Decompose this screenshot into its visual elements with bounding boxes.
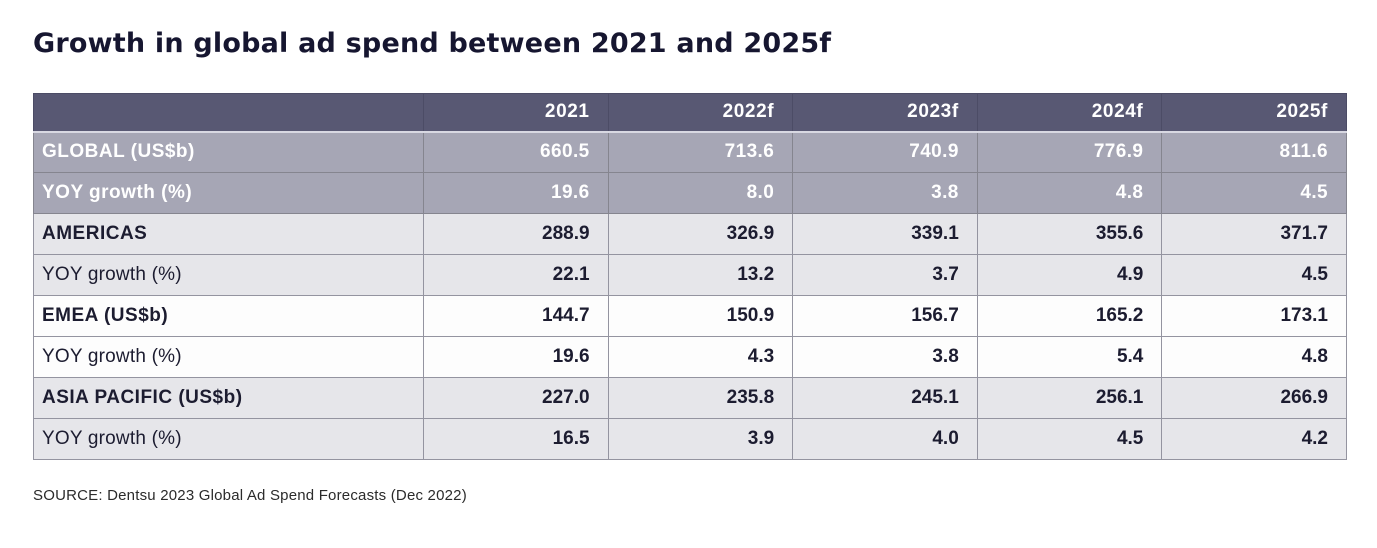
value-cell: 3.9: [607, 418, 794, 460]
value-cell: 4.2: [1161, 418, 1347, 460]
value-cell: 4.0: [792, 418, 978, 460]
value-cell: 4.3: [607, 336, 794, 378]
value-cell: 173.1: [1161, 295, 1347, 337]
value-cell: 339.1: [792, 213, 978, 255]
value-cell: 8.0: [607, 172, 794, 214]
table-row-emea-yoy: YOY growth (%) 19.6 4.3 3.8 5.4 4.8: [33, 336, 1347, 378]
value-cell: 245.1: [792, 377, 978, 419]
source-note: SOURCE: Dentsu 2023 Global Ad Spend Fore…: [33, 487, 467, 504]
row-label: GLOBAL (US$b): [33, 131, 424, 173]
value-cell: 16.5: [423, 418, 609, 460]
value-cell: 4.5: [1161, 172, 1347, 214]
value-cell: 150.9: [607, 295, 794, 337]
value-cell: 3.7: [792, 254, 978, 296]
value-cell: 165.2: [976, 295, 1163, 337]
value-cell: 266.9: [1161, 377, 1347, 419]
table-row-asia-pacific: ASIA PACIFIC (US$b) 227.0 235.8 245.1 25…: [33, 377, 1347, 419]
value-cell: 4.8: [1161, 336, 1347, 378]
value-cell: 4.8: [976, 172, 1163, 214]
value-cell: 144.7: [423, 295, 609, 337]
value-cell: 4.9: [976, 254, 1163, 296]
value-cell: 4.5: [976, 418, 1163, 460]
value-cell: 156.7: [792, 295, 978, 337]
value-cell: 355.6: [976, 213, 1163, 255]
value-cell: 371.7: [1161, 213, 1347, 255]
column-header-blank: [33, 93, 424, 133]
value-cell: 227.0: [423, 377, 609, 419]
row-label: YOY growth (%): [33, 254, 424, 296]
value-cell: 660.5: [423, 131, 609, 173]
table-row-emea: EMEA (US$b) 144.7 150.9 156.7 165.2 173.…: [33, 295, 1347, 337]
value-cell: 288.9: [423, 213, 609, 255]
table-row-global: GLOBAL (US$b) 660.5 713.6 740.9 776.9 81…: [33, 131, 1347, 173]
row-label: AMERICAS: [33, 213, 424, 255]
value-cell: 740.9: [792, 131, 978, 173]
row-label: EMEA (US$b): [33, 295, 424, 337]
table-row-americas: AMERICAS 288.9 326.9 339.1 355.6 371.7: [33, 213, 1347, 255]
value-cell: 19.6: [423, 172, 609, 214]
value-cell: 22.1: [423, 254, 609, 296]
value-cell: 5.4: [976, 336, 1163, 378]
value-cell: 713.6: [607, 131, 794, 173]
value-cell: 13.2: [607, 254, 794, 296]
table-header-row: 2021 2022f 2023f 2024f 2025f: [33, 93, 1347, 133]
value-cell: 776.9: [976, 131, 1163, 173]
ad-spend-table: 2021 2022f 2023f 2024f 2025f GLOBAL (US$…: [33, 93, 1347, 460]
column-header-2025f: 2025f: [1161, 93, 1347, 133]
column-header-2021: 2021: [423, 93, 609, 133]
value-cell: 256.1: [976, 377, 1163, 419]
value-cell: 4.5: [1161, 254, 1347, 296]
column-header-2022f: 2022f: [607, 93, 794, 133]
value-cell: 326.9: [607, 213, 794, 255]
table-row-global-yoy: YOY growth (%) 19.6 8.0 3.8 4.8 4.5: [33, 172, 1347, 214]
row-label: YOY growth (%): [33, 336, 424, 378]
table-row-asia-pacific-yoy: YOY growth (%) 16.5 3.9 4.0 4.5 4.2: [33, 418, 1347, 460]
value-cell: 3.8: [792, 336, 978, 378]
row-label: YOY growth (%): [33, 172, 424, 214]
row-label: ASIA PACIFIC (US$b): [33, 377, 424, 419]
value-cell: 235.8: [607, 377, 794, 419]
value-cell: 811.6: [1161, 131, 1347, 173]
page-title: Growth in global ad spend between 2021 a…: [33, 28, 832, 59]
row-label: YOY growth (%): [33, 418, 424, 460]
value-cell: 19.6: [423, 336, 609, 378]
column-header-2024f: 2024f: [976, 93, 1163, 133]
table-row-americas-yoy: YOY growth (%) 22.1 13.2 3.7 4.9 4.5: [33, 254, 1347, 296]
column-header-2023f: 2023f: [792, 93, 978, 133]
value-cell: 3.8: [792, 172, 978, 214]
